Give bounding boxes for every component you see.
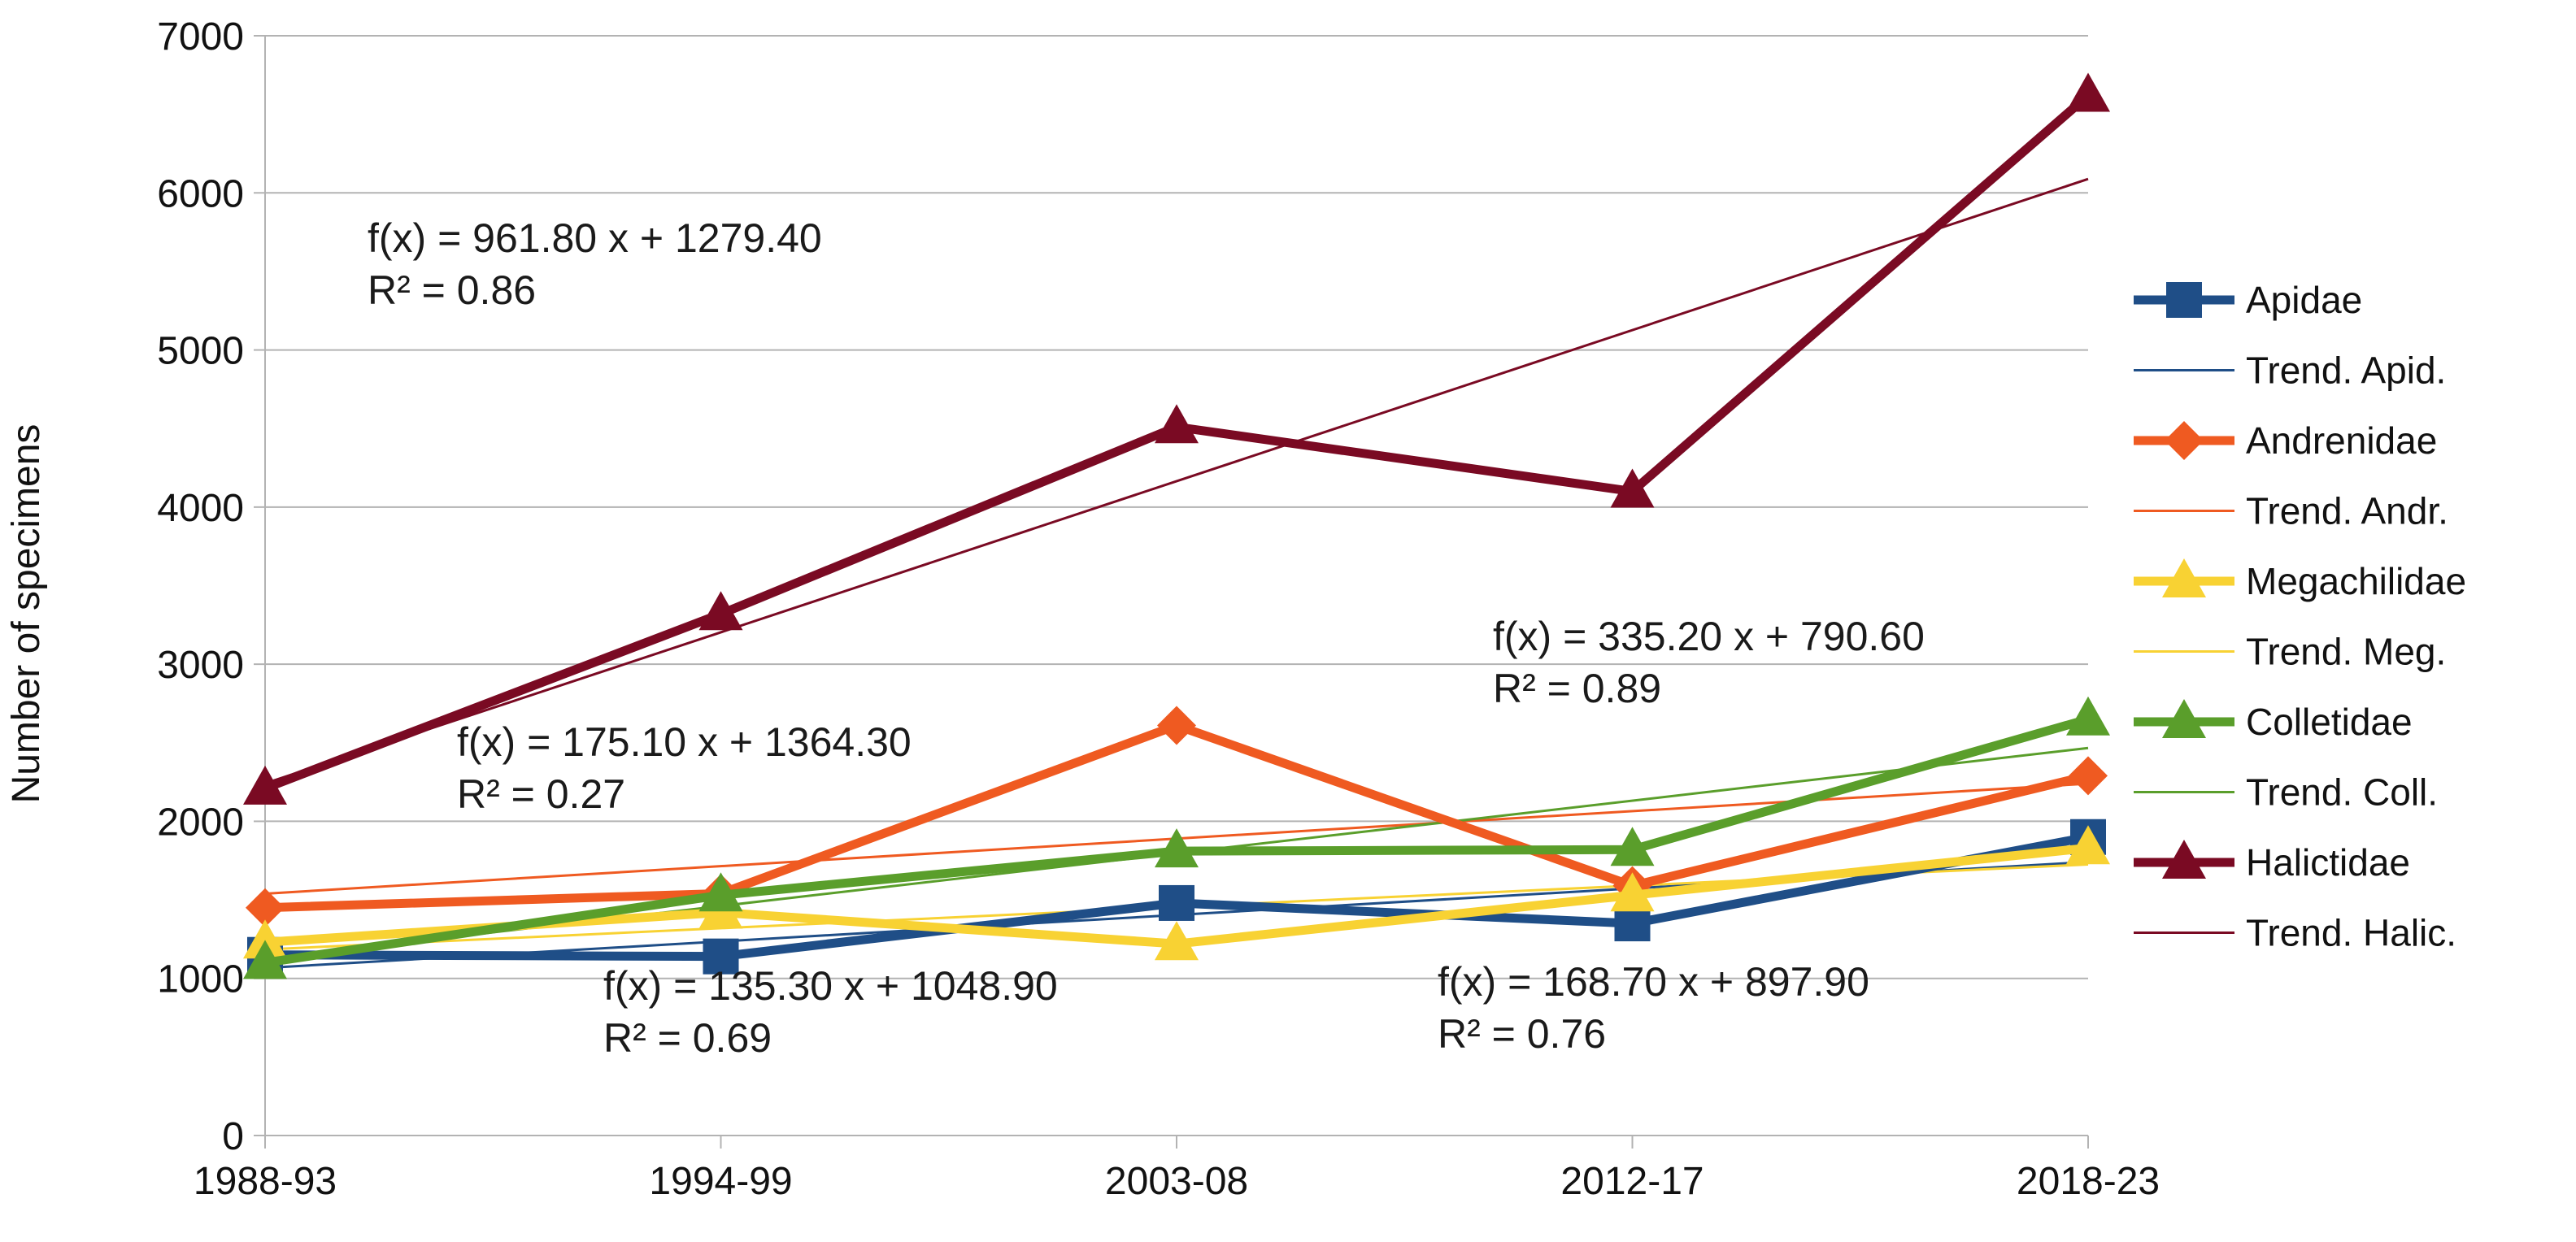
x-tick-label: 1994-99 (649, 1160, 792, 1203)
legend-label: Apidae (2246, 279, 2362, 321)
y-tick-label: 6000 (157, 172, 244, 215)
data-point-colletidae (243, 940, 287, 979)
trendline-trend-halic (264, 177, 2089, 785)
equation-trend-apid: f(x) = 168.70 x + 897.90 (1438, 959, 1869, 1005)
y-tick-labels: 0 1000 2000 3000 4000 5000 6000 7000 (157, 15, 244, 1158)
data-point-colletidae (2066, 696, 2110, 736)
data-point-megachilidae (243, 919, 287, 959)
data-point-halictidae (243, 765, 287, 805)
data-point-apidae (1159, 884, 1194, 921)
y-tick-label: 0 (222, 1115, 244, 1158)
data-point-colletidae (1155, 828, 1199, 868)
r-squared-trend-coll: R² = 0.89 (1493, 666, 1661, 711)
data-point-halictidae (1155, 404, 1199, 444)
data-point-andrenidae (2069, 756, 2108, 796)
legend-label: Trend. Apid. (2246, 350, 2446, 392)
r-squared-trend-andr: R² = 0.27 (457, 771, 625, 817)
data-point-halictidae (1610, 468, 1655, 508)
legend-label: Trend. Meg. (2246, 631, 2446, 673)
legend-label: Trend. Coll. (2246, 771, 2438, 814)
legend-label: Halictidae (2246, 841, 2410, 884)
gridlines (254, 35, 2088, 1136)
legend-label: Megachilidae (2246, 560, 2466, 602)
x-tick-label: 2018-23 (2017, 1160, 2160, 1203)
data-point-colletidae (698, 872, 743, 912)
legend-marker (2165, 421, 2204, 460)
legend-marker (2162, 840, 2206, 879)
data-point-apidae (703, 938, 739, 975)
legend-marker (2162, 699, 2206, 738)
legend-label: Trend. Andr. (2246, 490, 2448, 532)
data-point-megachilidae (1610, 872, 1655, 912)
data-point-colletidae (1610, 827, 1655, 866)
legend: Apidae Trend. Apid. Andrenidae Trend. Andr.… (2134, 279, 2466, 954)
data-point-megachilidae (2066, 825, 2110, 865)
y-tick-label: 5000 (157, 330, 244, 373)
legend-label: Trend. Halic. (2246, 912, 2456, 954)
x-tick-labels: 1988-93 1994-99 2003-08 2012-17 2018-23 (194, 1160, 2160, 1203)
data-point-halictidae (698, 591, 743, 631)
y-tick-label: 4000 (157, 487, 244, 530)
data-series (243, 72, 2110, 979)
trend-equations: f(x) = 168.70 x + 897.90 R² = 0.76 f(x) = … (368, 215, 1925, 1061)
legend-marker (2162, 558, 2206, 597)
y-tick-label: 7000 (157, 15, 244, 59)
y-tick-label: 1000 (157, 958, 244, 1001)
data-point-megachilidae (1155, 921, 1199, 961)
data-point-andrenidae (1157, 706, 1196, 745)
data-point-halictidae (2066, 72, 2110, 112)
r-squared-trend-meg: R² = 0.69 (603, 1015, 772, 1061)
r-squared-trend-apid: R² = 0.76 (1438, 1011, 1606, 1057)
legend-label: Colletidae (2246, 701, 2413, 743)
legend-marker (2166, 282, 2202, 318)
legend-label: Andrenidae (2246, 419, 2437, 462)
equation-trend-andr: f(x) = 175.10 x + 1364.30 (457, 719, 912, 765)
y-tick-label: 2000 (157, 801, 244, 844)
data-point-apidae (1614, 905, 1651, 942)
y-tick-label: 3000 (157, 644, 244, 687)
y-axis-title: Number of specimens (5, 424, 48, 804)
x-tick-label: 2003-08 (1105, 1160, 1248, 1203)
data-point-andrenidae (246, 888, 285, 927)
equation-trend-meg: f(x) = 135.30 x + 1048.90 (603, 963, 1058, 1009)
equation-trend-halic: f(x) = 961.80 x + 1279.40 (368, 215, 822, 261)
x-tick-label: 2012-17 (1560, 1160, 1704, 1203)
x-tick-label: 1988-93 (194, 1160, 337, 1203)
r-squared-trend-halic: R² = 0.86 (368, 267, 536, 313)
equation-trend-coll: f(x) = 335.20 x + 790.60 (1493, 614, 1925, 659)
